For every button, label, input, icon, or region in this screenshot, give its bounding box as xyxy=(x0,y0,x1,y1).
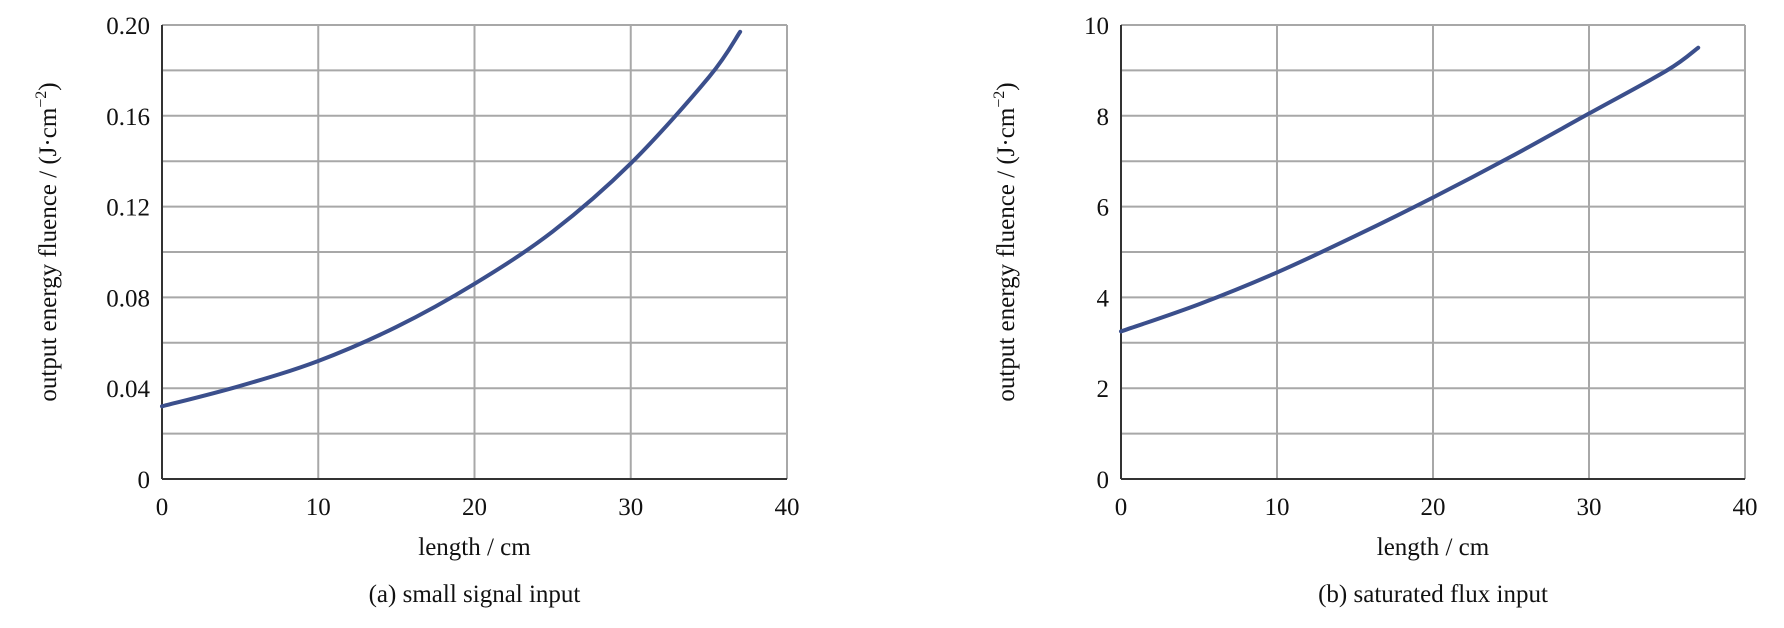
chart-caption: (b) saturated flux input xyxy=(1318,581,1548,608)
x-tick-label: 10 xyxy=(1265,494,1290,521)
chart-caption: (a) small signal input xyxy=(369,581,581,608)
x-axis-label: length / cm xyxy=(1377,534,1490,561)
x-tick-label: 0 xyxy=(1115,494,1128,521)
y-tick-label: 0 xyxy=(1097,467,1110,494)
series-line xyxy=(160,29,743,409)
y-axis-label-tail: ) xyxy=(35,82,62,90)
x-axis-label: length / cm xyxy=(418,534,531,561)
y-tick-label: 10 xyxy=(1084,13,1109,40)
y-tick-label: 0.08 xyxy=(106,285,150,312)
y-axis-label-tail: ) xyxy=(993,82,1020,90)
y-tick-label: 0.04 xyxy=(106,376,150,403)
y-axis-label-superscript: −2 xyxy=(991,91,1008,108)
x-tick-label: 20 xyxy=(462,494,487,521)
series-line xyxy=(1119,45,1701,334)
y-tick-label: 0.16 xyxy=(106,104,150,131)
x-tick-label: 10 xyxy=(306,494,331,521)
chart-panel-a: 0 0.04 0.08 0.12 0.16 0.20 0 10 20 30 40 length / c… xyxy=(33,13,800,608)
y-tick-label: 0.12 xyxy=(106,195,150,222)
y-tick-label: 2 xyxy=(1097,376,1110,403)
y-tick-label: 6 xyxy=(1097,195,1110,222)
chart-panel-b: 0 2 4 6 8 10 0 10 20 30 40 length / cm output energy… xyxy=(991,13,1758,608)
x-tick-label: 30 xyxy=(1577,494,1602,521)
y-axis-label-main: output energy fluence / (J·cm xyxy=(993,107,1020,401)
x-tick-label: 20 xyxy=(1421,494,1446,521)
y-tick-label: 0.20 xyxy=(106,13,150,40)
y-axis-label: output energy fluence / (J·cm−2) xyxy=(33,82,62,401)
y-axis-label-main: output energy fluence / (J·cm xyxy=(35,107,62,401)
x-tick-label: 30 xyxy=(618,494,643,521)
y-tick-label: 8 xyxy=(1097,104,1110,131)
x-tick-label: 40 xyxy=(1733,494,1758,521)
x-tick-label: 40 xyxy=(775,494,800,521)
y-tick-label: 0 xyxy=(138,467,151,494)
y-axis-label: output energy fluence / (J·cm−2) xyxy=(991,82,1020,401)
x-tick-label: 0 xyxy=(156,494,169,521)
y-tick-label: 4 xyxy=(1097,285,1110,312)
y-axis-label-superscript: −2 xyxy=(33,91,50,108)
